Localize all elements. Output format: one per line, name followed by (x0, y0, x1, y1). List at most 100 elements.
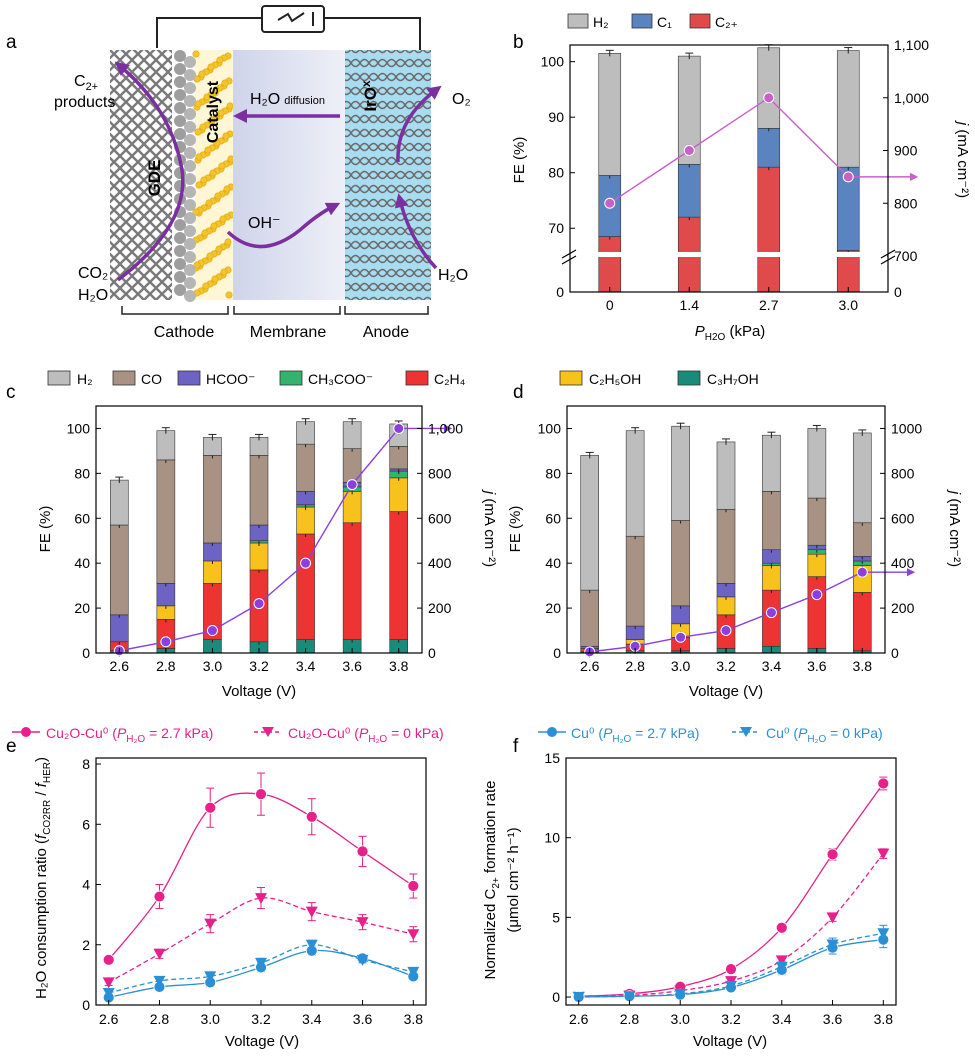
panel-e-chart: Cu₂O-Cu⁰ (PH₂O = 2.7 kPa) Cu₂O-Cu⁰ (PH₂O… (12, 725, 444, 1050)
gde-bead (174, 63, 186, 75)
j-data-point (604, 197, 616, 209)
j-data-point (160, 636, 172, 648)
bar-segment-c2+ (598, 236, 622, 293)
x-tick-label: 2.6 (569, 1011, 589, 1027)
bar-segment-c1 (677, 164, 701, 218)
legend-e-1: Cu₂O-Cu⁰ (PH₂O = 2.7 kPa) (46, 725, 213, 745)
catalyst-particle (220, 268, 228, 276)
legend-swatch-ch3coo (279, 370, 303, 386)
x-tick-label: 3.0 (203, 658, 223, 674)
bar-segment-c2h5oh (249, 542, 269, 571)
bar-segment-h2 (807, 428, 827, 499)
anode-h2o-arrow (394, 193, 438, 270)
y2-tick-label: 700 (894, 248, 918, 264)
x-tick-label: 3.0 (671, 658, 691, 674)
data-point-triangle (204, 918, 217, 930)
o2-label: O₂ (452, 91, 471, 108)
y2-tick-label: 1000 (891, 420, 922, 436)
y-tick-label: 0 (82, 997, 90, 1013)
data-point-triangle (153, 948, 166, 960)
legend-e-2: Cu₂O-Cu⁰ (PH₂O = 0 kPa) (288, 725, 444, 745)
axis-break-mark (880, 249, 896, 265)
panel-d-y2label: j (mA cm⁻²) (946, 489, 963, 567)
gde-bead (174, 245, 186, 257)
j-data-point (675, 631, 687, 643)
data-point-triangle (153, 975, 166, 987)
x-tick-label: 3.4 (296, 658, 316, 674)
bar-segment-c2h4 (807, 576, 827, 649)
gde-bead (174, 128, 186, 140)
x-tick-label: 2.6 (580, 658, 600, 674)
catalyst-particle (211, 275, 219, 283)
data-point-circle (356, 845, 369, 858)
catalyst-particle (202, 282, 210, 290)
y-tick-label: 100 (541, 54, 565, 70)
products-label: products (54, 94, 115, 111)
panel-label-d: d (513, 382, 524, 403)
gde-bead (174, 89, 186, 101)
data-point-triangle (255, 893, 267, 905)
y-tick-label: 10 (544, 830, 560, 846)
legend-swatch-co (112, 370, 136, 386)
membrane-label: Membrane (250, 324, 327, 341)
catalyst-particle (200, 176, 208, 184)
legend-swatch-c1 (631, 13, 653, 29)
y2-tick-label: 400 (428, 555, 452, 571)
panel-f-legend: Cu⁰ (PH₂O = 2.7 kPa) Cu⁰ (PH₂O = 0 kPa) (538, 725, 883, 745)
y-tick-label: 60 (545, 510, 561, 526)
y-tick-label: 0 (82, 645, 90, 661)
x-tick-label: 3.2 (249, 658, 269, 674)
j-data-point (253, 598, 265, 610)
panel-f-xlabel: Voltage (V) (693, 1033, 767, 1050)
gde-bead (184, 173, 196, 185)
x-tick-label: 2.8 (150, 1011, 170, 1027)
panel-label-e: e (6, 736, 17, 757)
data-point-triangle (725, 980, 737, 992)
panel-e-xlabel: Voltage (V) (225, 1033, 299, 1050)
bar-segment-co (156, 459, 176, 584)
catalyst-particle (218, 162, 226, 170)
gde-bead (174, 271, 186, 283)
panel-c-y2label: j (mA cm⁻²) (481, 489, 498, 567)
legend-c2h5oh: C₂H₅OH (589, 371, 641, 387)
irox-label: IrOx (359, 80, 380, 112)
x-tick-label: 3.4 (772, 1011, 792, 1027)
data-point-triangle (877, 928, 890, 940)
catalyst-particle (216, 56, 224, 64)
panel-c-xlabel: Voltage (V) (222, 683, 296, 700)
catalyst-particle (195, 181, 203, 189)
oh-arrow (226, 202, 341, 249)
y2-tick-label: 600 (428, 510, 452, 526)
catalyst-particle (192, 208, 200, 216)
gde-bead (174, 284, 186, 296)
data-point-circle (102, 953, 115, 966)
catalyst-particle (209, 169, 217, 177)
y-tick-label: 100 (67, 420, 91, 436)
anode-label: Anode (363, 324, 409, 341)
gde-bead (184, 290, 196, 302)
bar-segment-co (109, 524, 129, 616)
o2-arrow (396, 85, 442, 163)
gde-bead (184, 225, 196, 237)
panel-b-ylabel: FE (%) (511, 137, 528, 184)
y2-tick-label: 1,000 (428, 420, 463, 436)
bar-segment-c2h5oh (203, 560, 222, 584)
data-point-triangle (877, 848, 890, 860)
legend-marker-triangle (740, 727, 752, 737)
panel-c-chart: H₂ CO HCOO⁻ CH₃COO⁻ C₂H₄ 2.6 2.8 3.0 3.2 3.4… (37, 370, 498, 700)
x-tick-label: 3.0 (200, 1011, 220, 1027)
y-tick-label: 40 (545, 555, 561, 571)
y2-tick-label: 600 (891, 510, 915, 526)
catalyst-particle (221, 79, 229, 87)
j-data-point (842, 171, 854, 183)
y-tick-label: 8 (82, 756, 90, 772)
bar-segment-h2 (852, 432, 872, 524)
j-data-point (300, 557, 312, 569)
gde-bead (184, 134, 196, 146)
data-point-circle (826, 848, 839, 861)
bar-segment-co (762, 491, 781, 551)
x-tick-label: 2.6 (99, 1011, 119, 1027)
y-tick-label: 80 (545, 465, 561, 481)
y2-tick-label: 200 (428, 600, 452, 616)
panel-d-chart: C₂H₅OH C₃H₇OH 2.6 2.8 3.0 3.2 3.4 3.6 3.8 0 20 40… (507, 370, 963, 700)
